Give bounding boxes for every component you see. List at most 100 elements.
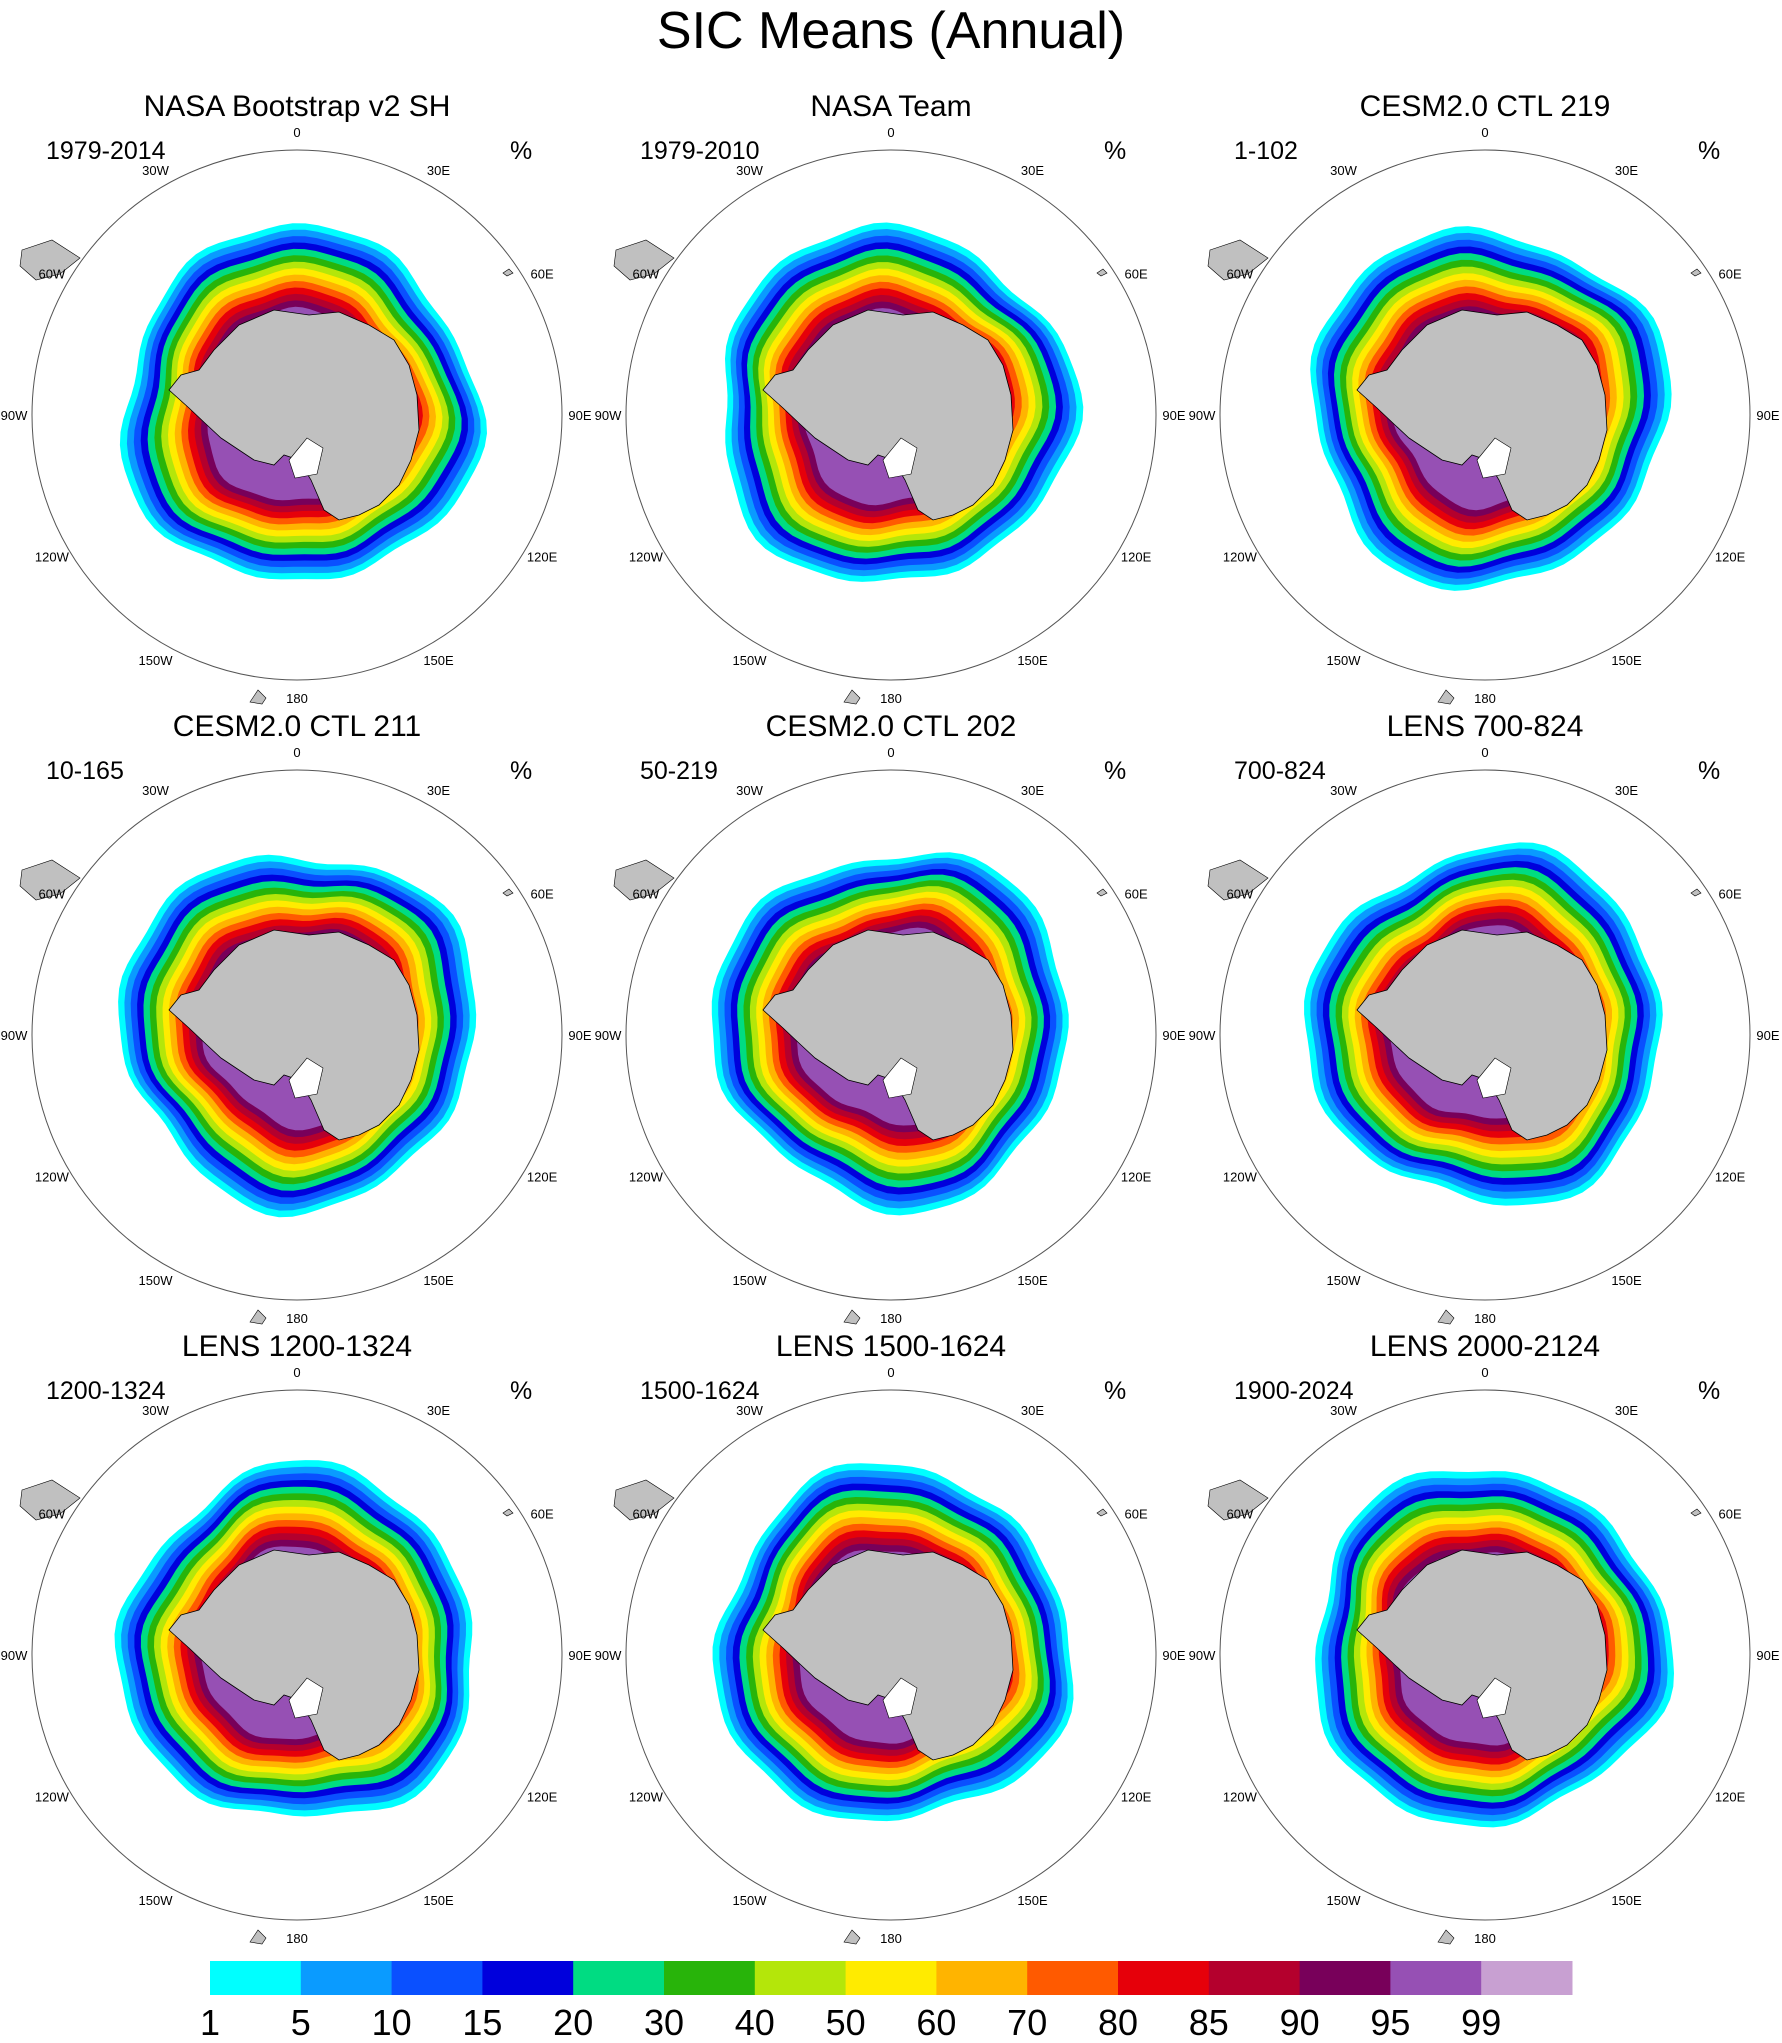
new-zealand-land <box>1437 1929 1455 1945</box>
new-zealand-land <box>843 1929 861 1945</box>
panel-units: % <box>1698 1377 1721 1405</box>
longitude-label: 60W <box>39 887 66 902</box>
ice-shelf <box>1476 437 1512 479</box>
colorbar-label: 70 <box>1007 2002 1047 2043</box>
panel-period: 1-102 <box>1234 137 1298 165</box>
antarctica-land <box>762 929 1014 1141</box>
longitude-label: 30W <box>142 783 169 798</box>
longitude-label: 30W <box>1330 783 1357 798</box>
longitude-label: 30W <box>736 163 763 178</box>
longitude-label: 150E <box>1017 1273 1048 1288</box>
south-america-land <box>613 859 675 901</box>
longitude-label: 120W <box>35 1790 70 1805</box>
longitude-label: 120E <box>1121 550 1152 565</box>
panel-units: % <box>510 137 533 165</box>
longitude-label: 180 <box>880 1311 902 1326</box>
longitude-label: 60E <box>1125 1507 1148 1522</box>
colorbar-swatch <box>300 1961 393 1995</box>
map-panel: LENS 1500-1624 0 30E 60E 90E 120E 150E 180 150W 1… <box>594 1330 1188 1950</box>
longitude-label: 150E <box>1611 1893 1642 1908</box>
map-panel: LENS 2000-2124 0 30E 60E 90E 120E 150E 180 150W 1… <box>1188 1330 1782 1950</box>
colorbar-label: 80 <box>1098 2002 1138 2043</box>
colorbar-label: 60 <box>916 2002 956 2043</box>
longitude-label: 30W <box>736 783 763 798</box>
longitude-label: 90W <box>1 1028 28 1043</box>
island-land <box>1690 1508 1702 1517</box>
main-title: SIC Means (Annual) <box>656 2 1126 60</box>
colorbar-label: 90 <box>1280 2002 1320 2043</box>
longitude-label: 30W <box>142 1403 169 1418</box>
polar-map: 0 30E 60E 90E 120E 150E 180 150W 120W 90W 60W 30W <box>1 745 592 1326</box>
longitude-label: 150W <box>733 1273 768 1288</box>
panel-period: 700-824 <box>1234 757 1326 785</box>
polar-map: 0 30E 60E 90E 120E 150E 180 150W 120W 90W 60W 30W <box>1189 125 1780 706</box>
longitude-label: 30E <box>427 163 450 178</box>
longitude-label: 150E <box>1017 1893 1048 1908</box>
colorbar-label: 95 <box>1370 2002 1410 2043</box>
island-land <box>1690 268 1702 277</box>
longitude-label: 30E <box>1021 163 1044 178</box>
south-america-land <box>1207 239 1269 281</box>
panel-title: LENS 1200-1324 <box>181 1330 413 1363</box>
longitude-label: 0 <box>293 125 300 140</box>
longitude-label: 180 <box>1474 691 1496 706</box>
longitude-label: 30E <box>427 1403 450 1418</box>
map-panel: CESM2.0 CTL 219 0 30E 60E 90E 120E 150E 180 150W… <box>1188 90 1782 710</box>
panel-period: 1200-1324 <box>46 1377 166 1405</box>
colorbar-swatch <box>482 1961 574 1995</box>
longitude-label: 120E <box>527 1170 558 1185</box>
ice-shelf <box>288 437 324 479</box>
south-america-land <box>19 239 81 281</box>
ice-shelf <box>882 437 918 479</box>
longitude-label: 150W <box>139 1273 174 1288</box>
longitude-label: 150E <box>1611 653 1642 668</box>
polar-map: 0 30E 60E 90E 120E 150E 180 150W 120W 90W 60W 30W <box>595 745 1186 1326</box>
longitude-label: 60W <box>633 267 660 282</box>
longitude-label: 60W <box>1227 887 1254 902</box>
longitude-label: 60W <box>39 1507 66 1522</box>
island-land <box>1096 268 1108 277</box>
longitude-label: 30W <box>142 163 169 178</box>
longitude-label: 180 <box>1474 1931 1496 1946</box>
longitude-label: 60E <box>1125 887 1148 902</box>
colorbar-label: 40 <box>735 2002 775 2043</box>
longitude-label: 150W <box>1327 1893 1362 1908</box>
longitude-label: 90W <box>595 408 622 423</box>
longitude-label: 150W <box>139 653 174 668</box>
panel-units: % <box>1104 1377 1127 1405</box>
colorbar-label: 10 <box>372 2002 412 2043</box>
south-america-land <box>19 1479 81 1521</box>
longitude-label: 60E <box>1719 1507 1742 1522</box>
island-land <box>1096 888 1108 897</box>
longitude-label: 90E <box>568 1648 591 1663</box>
longitude-label: 30E <box>1615 783 1638 798</box>
new-zealand-land <box>249 1929 267 1945</box>
south-america-land <box>19 859 81 901</box>
south-america-land <box>613 239 675 281</box>
longitude-label: 0 <box>1481 745 1488 760</box>
colorbar-label: 20 <box>553 2002 593 2043</box>
longitude-label: 0 <box>887 1365 894 1380</box>
longitude-label: 60E <box>1719 887 1742 902</box>
longitude-label: 0 <box>887 125 894 140</box>
colorbar-swatch <box>391 1961 483 1995</box>
longitude-label: 90E <box>1162 1028 1185 1043</box>
longitude-label: 90W <box>1189 408 1216 423</box>
ice-shelf <box>882 1677 918 1719</box>
longitude-label: 60E <box>1125 267 1148 282</box>
colorbar-swatch <box>1481 1961 1573 1995</box>
island-land <box>502 268 514 277</box>
longitude-label: 60W <box>1227 267 1254 282</box>
panel-units: % <box>1104 137 1127 165</box>
colorbar-swatch <box>573 1961 665 1995</box>
panel-units: % <box>1698 757 1721 785</box>
longitude-label: 90E <box>1756 408 1779 423</box>
longitude-label: 90W <box>1189 1648 1216 1663</box>
longitude-label: 90W <box>1 1648 28 1663</box>
longitude-label: 60E <box>531 267 554 282</box>
antarctica-land <box>168 929 420 1141</box>
longitude-label: 90W <box>1 408 28 423</box>
south-america-land <box>1207 1479 1269 1521</box>
longitude-label: 30E <box>1021 1403 1044 1418</box>
longitude-label: 30E <box>1021 783 1044 798</box>
